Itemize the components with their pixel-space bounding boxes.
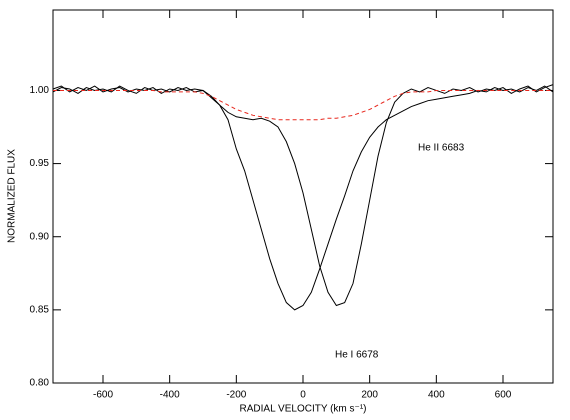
x-tick-label: -400 bbox=[160, 390, 180, 401]
series-line bbox=[52, 85, 554, 311]
plot-frame bbox=[52, 9, 554, 384]
y-axis-label: NORMALIZED FLUX bbox=[7, 149, 18, 243]
y-tick-label: 0.95 bbox=[30, 158, 50, 169]
series-label: He II 6683 bbox=[418, 143, 465, 154]
series-line bbox=[52, 84, 554, 307]
x-tick-label: 400 bbox=[428, 390, 445, 401]
x-tick-label: -200 bbox=[226, 390, 246, 401]
x-tick-label: 0 bbox=[300, 390, 306, 401]
y-tick-label: 1.00 bbox=[30, 85, 50, 96]
y-tick-label: 0.85 bbox=[30, 305, 50, 316]
series-label: He I 6678 bbox=[335, 350, 379, 361]
x-axis-label: RADIAL VELOCITY (km s⁻¹) bbox=[240, 404, 367, 415]
y-tick-label: 0.80 bbox=[30, 378, 50, 389]
x-tick-label: -600 bbox=[93, 390, 113, 401]
x-tick-label: 200 bbox=[361, 390, 378, 401]
x-tick-label: 600 bbox=[495, 390, 512, 401]
series-line bbox=[53, 89, 553, 121]
y-tick-label: 0.90 bbox=[30, 231, 50, 242]
